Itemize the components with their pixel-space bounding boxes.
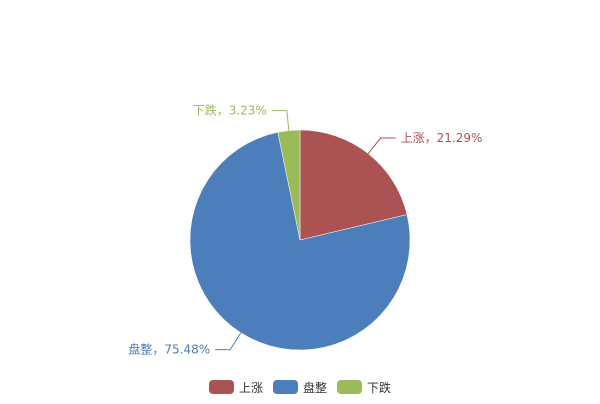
pie-slice-0[interactable] bbox=[299, 129, 408, 241]
slice-label-0: 上涨，21.29% bbox=[401, 130, 483, 145]
label-line-1 bbox=[215, 332, 242, 351]
legend-swatch-0[interactable] bbox=[209, 380, 234, 394]
label-line-2 bbox=[271, 110, 290, 131]
legend-label-0[interactable]: 上涨 bbox=[239, 380, 263, 395]
slice-label-2: 下跌，3.23% bbox=[193, 103, 267, 118]
pie-slice-2[interactable] bbox=[277, 129, 301, 241]
legend-label-2[interactable]: 下跌 bbox=[367, 380, 391, 395]
legend-swatch-2[interactable] bbox=[337, 380, 362, 394]
legend-label-1[interactable]: 盘整 bbox=[303, 380, 327, 395]
legend-swatch-1[interactable] bbox=[273, 380, 298, 394]
slice-label-1: 盘整，75.48% bbox=[128, 342, 210, 357]
legend: 上涨 盘整 下跌 bbox=[209, 380, 391, 395]
label-line-0 bbox=[367, 137, 396, 155]
